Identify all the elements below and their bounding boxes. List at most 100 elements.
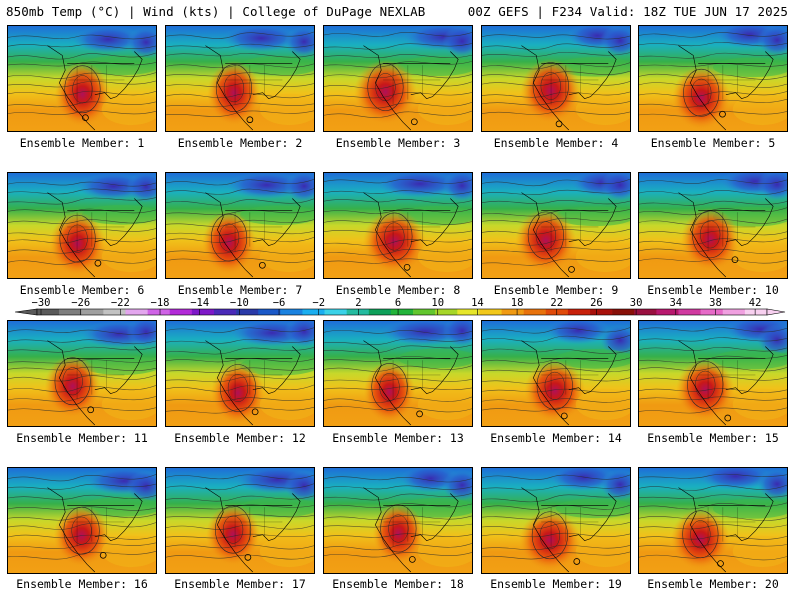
ensemble-member-map [165,320,315,427]
colorbar-tick-label: 14 [471,297,484,309]
colorbar-swatch [501,309,524,315]
colorbar-swatch [302,309,325,315]
temperature-map-graphic [166,26,314,131]
colorbar-swatch [413,309,436,315]
colorbar-tick-label: 2 [355,297,361,309]
ensemble-member-label: Ensemble Member: 5 [650,136,776,150]
colorbar-swatch [280,309,303,315]
colorbar-swatch [169,309,193,315]
ensemble-member-map [638,467,788,574]
colorbar-swatch [37,309,60,315]
colorbar-swatch [191,309,215,315]
colorbar-tick-label: 10 [431,297,444,309]
colorbar-swatch [147,309,171,315]
ensemble-member-label: Ensemble Member: 6 [19,283,145,297]
colorbar-swatch [700,309,724,315]
ensemble-member-map [165,172,315,279]
colorbar-swatch [125,309,148,315]
temperature-map-graphic [482,321,630,426]
colorbar-tick-label: −26 [71,297,90,309]
ensemble-member-label: Ensemble Member: 12 [174,431,306,445]
colorbar-swatch [590,309,613,315]
ensemble-member-map [323,320,473,427]
colorbar-tick-label: 30 [630,297,643,309]
ensemble-member-map [638,172,788,279]
colorbar-tick-label: 38 [709,297,722,309]
colorbar-tick-label: 42 [749,297,762,309]
temperature-map-graphic [639,26,787,131]
colorbar-tick-label: 26 [590,297,603,309]
temperature-map-graphic [324,173,472,278]
temperature-map-graphic [166,468,314,573]
colorbar-swatch [81,309,104,315]
temperature-map-graphic [324,26,472,131]
run-valid-time: 00Z GEFS | F234 Valid: 18Z TUE JUN 17 20… [467,4,788,19]
colorbar-tick-label: −2 [312,297,325,309]
colorbar-swatch [567,309,591,315]
ensemble-member-map [481,467,631,574]
colorbar-tick-label: 22 [550,297,563,309]
chart-title: 850mb Temp (°C) | Wind (kts) | College o… [6,4,426,19]
ensemble-member-map [481,25,631,132]
ensemble-member-map [323,467,473,574]
ensemble-member-map [7,172,157,279]
ensemble-member-label: Ensemble Member: 20 [647,577,779,591]
colorbar-max-arrow [766,308,786,316]
colorbar-swatch [656,309,679,315]
colorbar-tick-label: 18 [511,297,524,309]
ensemble-member-label: Ensemble Member: 9 [493,283,619,297]
colorbar-swatch [390,309,414,315]
ensemble-member-map [638,320,788,427]
temperature-map-graphic [8,468,156,573]
colorbar-swatch [744,309,768,315]
ensemble-member-map [638,25,788,132]
ensemble-member-label: Ensemble Member: 15 [647,431,779,445]
ensemble-member-map [7,25,157,132]
ensemble-member-map [323,172,473,279]
temperature-map-graphic [8,321,156,426]
colorbar-tick-label: −18 [151,297,170,309]
ensemble-member-label: Ensemble Member: 2 [177,136,303,150]
ensemble-member-label: Ensemble Member: 17 [174,577,306,591]
colorbar-tick-label: −22 [111,297,130,309]
colorbar-swatch [678,309,701,315]
ensemble-member-label: Ensemble Member: 16 [16,577,148,591]
ensemble-member-label: Ensemble Member: 14 [490,431,622,445]
ensemble-member-label: Ensemble Member: 7 [177,283,303,297]
colorbar-swatch [523,309,547,315]
colorbar-swatch [368,309,392,315]
colorbar-swatch [479,309,502,315]
temperature-map-graphic [166,173,314,278]
colorbar-tick-label: −10 [230,297,249,309]
colorbar-swatch [103,309,126,315]
colorbar-swatch [324,309,347,315]
ensemble-member-map [481,320,631,427]
colorbar-swatch [346,309,370,315]
temperature-map-graphic [639,173,787,278]
temperature-map-graphic [324,321,472,426]
colorbar-tick-label: −14 [190,297,209,309]
ensemble-member-label: Ensemble Member: 10 [647,283,779,297]
colorbar-swatch [457,309,480,315]
temperature-map-graphic [482,468,630,573]
temperature-map-graphic [482,26,630,131]
ensemble-member-map [165,467,315,574]
temperature-map-graphic [166,321,314,426]
ensemble-member-label: Ensemble Member: 3 [335,136,461,150]
colorbar-swatch [258,309,281,315]
colorbar-tick-label: 6 [395,297,401,309]
ensemble-member-label: Ensemble Member: 11 [16,431,148,445]
colorbar-swatch [59,309,82,315]
colorbar-swatch [435,309,458,315]
ensemble-member-map [7,467,157,574]
ensemble-member-label: Ensemble Member: 18 [332,577,464,591]
temperature-map-graphic [8,173,156,278]
ensemble-member-label: Ensemble Member: 4 [493,136,619,150]
temperature-map-graphic [482,173,630,278]
colorbar-min-arrow [15,308,38,316]
colorbar-swatch [236,309,259,315]
ensemble-member-map [165,25,315,132]
ensemble-member-label: Ensemble Member: 19 [490,577,622,591]
colorbar-tick-label: −6 [273,297,286,309]
